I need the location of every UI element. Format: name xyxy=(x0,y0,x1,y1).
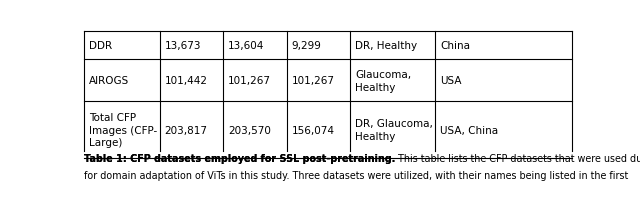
Text: 101,267: 101,267 xyxy=(291,76,335,86)
Text: DDR: DDR xyxy=(89,41,112,51)
Text: China: China xyxy=(440,41,470,51)
Text: 203,570: 203,570 xyxy=(228,125,271,135)
Text: 13,604: 13,604 xyxy=(228,41,264,51)
Text: Total CFP
Images (CFP-
Large): Total CFP Images (CFP- Large) xyxy=(89,112,157,148)
Text: USA: USA xyxy=(440,76,462,86)
Text: This table lists the CFP datasets that were used during SSL: This table lists the CFP datasets that w… xyxy=(396,153,640,163)
Text: DR, Glaucoma,
Healthy: DR, Glaucoma, Healthy xyxy=(355,119,433,141)
Text: DR, Healthy: DR, Healthy xyxy=(355,41,417,51)
Text: Table 1: CFP datasets employed for SSL post-pretraining.: Table 1: CFP datasets employed for SSL p… xyxy=(84,153,396,163)
Text: USA, China: USA, China xyxy=(440,125,499,135)
Text: 101,442: 101,442 xyxy=(164,76,207,86)
Text: AIROGS: AIROGS xyxy=(89,76,129,86)
Text: 13,673: 13,673 xyxy=(164,41,201,51)
Text: 101,267: 101,267 xyxy=(228,76,271,86)
Text: Table 1: CFP datasets employed for SSL post-pretraining.: Table 1: CFP datasets employed for SSL p… xyxy=(84,153,396,163)
Text: Glaucoma,
Healthy: Glaucoma, Healthy xyxy=(355,70,411,92)
Text: 203,817: 203,817 xyxy=(164,125,207,135)
Text: 9,299: 9,299 xyxy=(291,41,321,51)
Text: 156,074: 156,074 xyxy=(291,125,335,135)
Text: for domain adaptation of ViTs in this study. Three datasets were utilized, with : for domain adaptation of ViTs in this st… xyxy=(84,170,628,180)
